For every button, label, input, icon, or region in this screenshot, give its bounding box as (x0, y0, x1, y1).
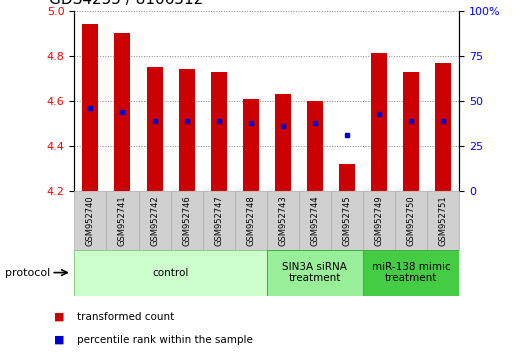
FancyBboxPatch shape (74, 250, 267, 296)
Text: GSM952740: GSM952740 (86, 195, 95, 246)
Text: ■: ■ (54, 312, 64, 322)
FancyBboxPatch shape (106, 191, 139, 250)
Bar (147, 67, 163, 191)
Text: GDS4255 / 8106512: GDS4255 / 8106512 (49, 0, 203, 7)
Bar (275, 94, 291, 191)
Text: protocol: protocol (5, 268, 50, 278)
FancyBboxPatch shape (267, 191, 299, 250)
Text: GSM952749: GSM952749 (374, 195, 384, 246)
Bar (83, 24, 98, 191)
Bar (114, 33, 130, 191)
FancyBboxPatch shape (203, 191, 234, 250)
FancyBboxPatch shape (331, 191, 363, 250)
Text: GSM952748: GSM952748 (246, 195, 255, 246)
Text: GSM952751: GSM952751 (439, 195, 448, 246)
Bar (403, 72, 419, 191)
Bar (371, 53, 387, 191)
FancyBboxPatch shape (170, 191, 203, 250)
FancyBboxPatch shape (74, 191, 106, 250)
Text: GSM952745: GSM952745 (342, 195, 351, 246)
Text: GSM952742: GSM952742 (150, 195, 159, 246)
Text: percentile rank within the sample: percentile rank within the sample (77, 335, 253, 345)
Bar (339, 164, 355, 191)
Text: transformed count: transformed count (77, 312, 174, 322)
FancyBboxPatch shape (139, 191, 170, 250)
Text: miR-138 mimic
treatment: miR-138 mimic treatment (371, 262, 450, 284)
Text: ■: ■ (54, 335, 64, 345)
FancyBboxPatch shape (267, 250, 363, 296)
Text: GSM952743: GSM952743 (278, 195, 287, 246)
FancyBboxPatch shape (363, 250, 459, 296)
FancyBboxPatch shape (427, 191, 459, 250)
Bar (435, 63, 451, 191)
Text: GSM952750: GSM952750 (406, 195, 416, 246)
Text: GSM952746: GSM952746 (182, 195, 191, 246)
Text: GSM952747: GSM952747 (214, 195, 223, 246)
FancyBboxPatch shape (395, 191, 427, 250)
FancyBboxPatch shape (234, 191, 267, 250)
FancyBboxPatch shape (363, 191, 395, 250)
Bar (179, 69, 194, 191)
Bar (307, 101, 323, 191)
FancyBboxPatch shape (299, 191, 331, 250)
Text: GSM952741: GSM952741 (118, 195, 127, 246)
Text: GSM952744: GSM952744 (310, 195, 320, 246)
Bar (211, 72, 227, 191)
Text: SIN3A siRNA
treatment: SIN3A siRNA treatment (283, 262, 347, 284)
Bar (243, 99, 259, 191)
Text: control: control (152, 268, 189, 278)
